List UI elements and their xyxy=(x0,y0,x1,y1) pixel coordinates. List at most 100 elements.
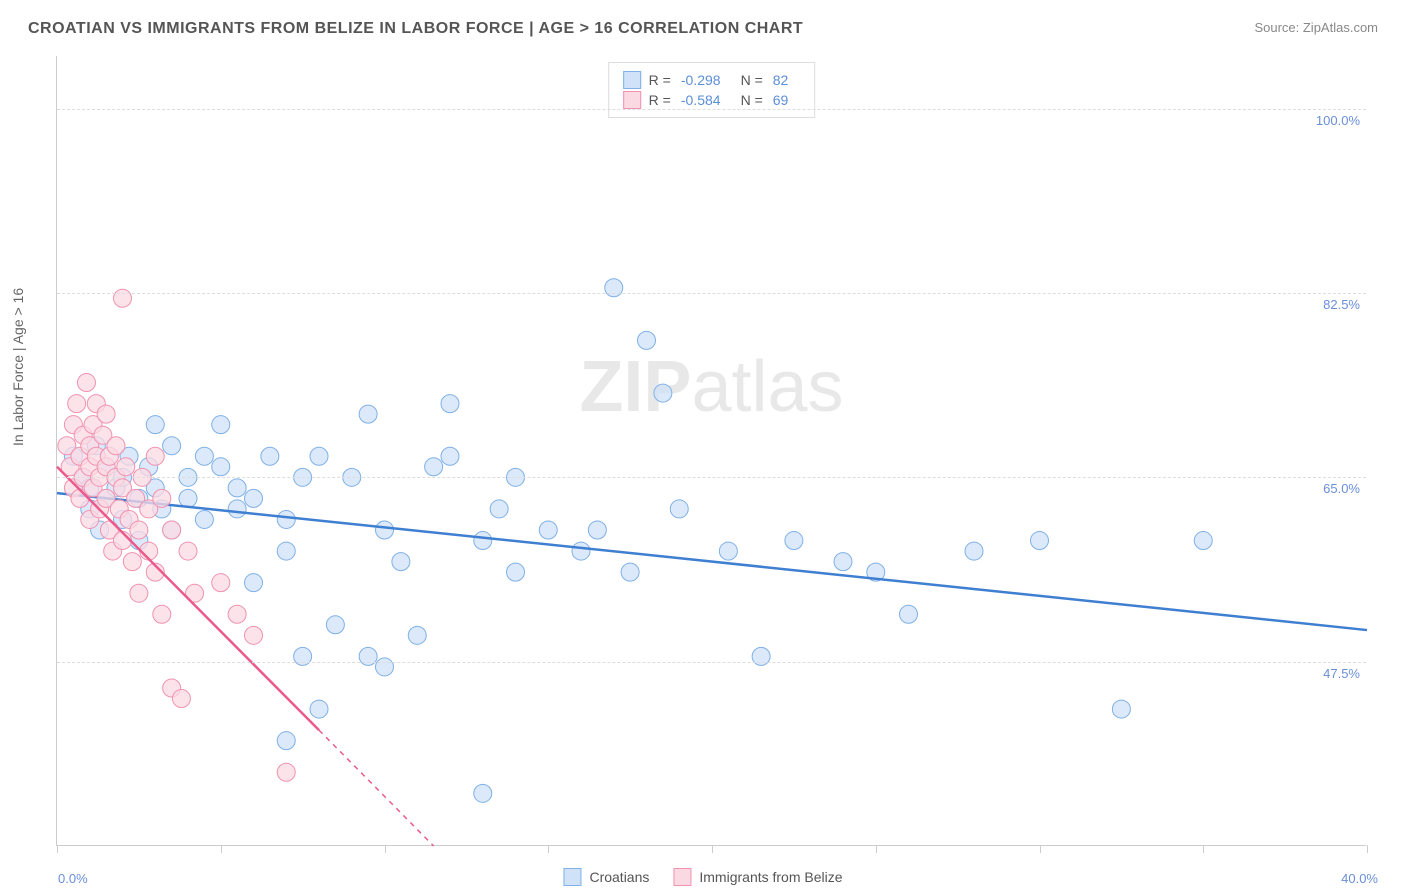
data-point xyxy=(605,279,623,297)
data-point xyxy=(195,447,213,465)
trend-line-dashed xyxy=(319,730,434,846)
x-tick xyxy=(876,845,877,853)
data-point xyxy=(130,584,148,602)
r-value: -0.298 xyxy=(681,72,721,88)
legend-swatch xyxy=(673,868,691,886)
x-axis-max-label: 40.0% xyxy=(1341,871,1378,886)
trend-line xyxy=(57,493,1367,630)
data-point xyxy=(228,500,246,518)
x-tick xyxy=(57,845,58,853)
data-point xyxy=(245,626,263,644)
data-point xyxy=(212,574,230,592)
data-point xyxy=(359,647,377,665)
data-point xyxy=(245,574,263,592)
data-point xyxy=(163,437,181,455)
n-value: 82 xyxy=(773,72,789,88)
data-point xyxy=(179,489,197,507)
data-point xyxy=(490,500,508,518)
x-tick xyxy=(221,845,222,853)
x-axis-min-label: 0.0% xyxy=(58,871,88,886)
data-point xyxy=(114,289,132,307)
gridline xyxy=(57,109,1366,110)
legend-swatch xyxy=(623,91,641,109)
data-point xyxy=(507,563,525,581)
data-point xyxy=(228,479,246,497)
n-label: N = xyxy=(741,72,763,88)
legend-swatch xyxy=(623,71,641,89)
data-point xyxy=(146,416,164,434)
gridline xyxy=(57,662,1366,663)
r-value: -0.584 xyxy=(681,92,721,108)
data-point xyxy=(277,542,295,560)
y-tick-label: 65.0% xyxy=(1323,481,1360,496)
data-point xyxy=(834,553,852,571)
data-point xyxy=(212,458,230,476)
data-point xyxy=(163,521,181,539)
data-point xyxy=(146,447,164,465)
chart-title: CROATIAN VS IMMIGRANTS FROM BELIZE IN LA… xyxy=(28,20,803,38)
legend-stat-row: R =-0.584N =69 xyxy=(623,91,801,109)
x-tick xyxy=(385,845,386,853)
data-point xyxy=(195,510,213,528)
data-point xyxy=(107,437,125,455)
gridline xyxy=(57,477,1366,478)
data-point xyxy=(117,458,135,476)
data-point xyxy=(1112,700,1130,718)
data-point xyxy=(670,500,688,518)
data-point xyxy=(277,732,295,750)
r-label: R = xyxy=(649,72,671,88)
data-point xyxy=(326,616,344,634)
gridline xyxy=(57,293,1366,294)
data-point xyxy=(212,416,230,434)
y-tick-label: 82.5% xyxy=(1323,297,1360,312)
legend-label: Croatians xyxy=(589,869,649,885)
y-tick-label: 47.5% xyxy=(1323,666,1360,681)
data-point xyxy=(97,405,115,423)
data-point xyxy=(310,700,328,718)
data-point xyxy=(408,626,426,644)
legend-label: Immigrants from Belize xyxy=(699,869,842,885)
n-label: N = xyxy=(741,92,763,108)
x-tick xyxy=(1367,845,1368,853)
data-point xyxy=(654,384,672,402)
legend-bottom: Croatians Immigrants from Belize xyxy=(563,868,842,886)
data-point xyxy=(123,553,141,571)
data-point xyxy=(441,447,459,465)
data-point xyxy=(359,405,377,423)
data-point xyxy=(392,553,410,571)
data-point xyxy=(1031,532,1049,550)
data-point xyxy=(785,532,803,550)
data-point xyxy=(261,447,279,465)
data-point xyxy=(1194,532,1212,550)
y-axis-title: In Labor Force | Age > 16 xyxy=(10,288,26,446)
data-point xyxy=(474,532,492,550)
data-point xyxy=(638,331,656,349)
legend-stat-row: R = -0.298 N = 82 xyxy=(623,71,801,89)
data-point xyxy=(179,542,197,560)
data-point xyxy=(77,374,95,392)
data-point xyxy=(68,395,86,413)
plot-area: ZIPatlas R =-0.298N =82R =-0.584N =69 47… xyxy=(56,56,1366,846)
data-point xyxy=(294,647,312,665)
data-point xyxy=(310,447,328,465)
data-point xyxy=(539,521,557,539)
data-point xyxy=(376,521,394,539)
data-point xyxy=(228,605,246,623)
data-point xyxy=(153,605,171,623)
data-point xyxy=(965,542,983,560)
data-point xyxy=(621,563,639,581)
n-value: 69 xyxy=(773,92,789,108)
data-point xyxy=(153,489,171,507)
data-point xyxy=(719,542,737,560)
data-point xyxy=(277,763,295,781)
legend-swatch xyxy=(563,868,581,886)
x-tick xyxy=(548,845,549,853)
data-point xyxy=(588,521,606,539)
legend-item: Croatians xyxy=(563,868,649,886)
data-point xyxy=(441,395,459,413)
data-point xyxy=(376,658,394,676)
chart-svg xyxy=(57,56,1366,845)
data-point xyxy=(245,489,263,507)
x-tick xyxy=(1203,845,1204,853)
data-point xyxy=(130,521,148,539)
